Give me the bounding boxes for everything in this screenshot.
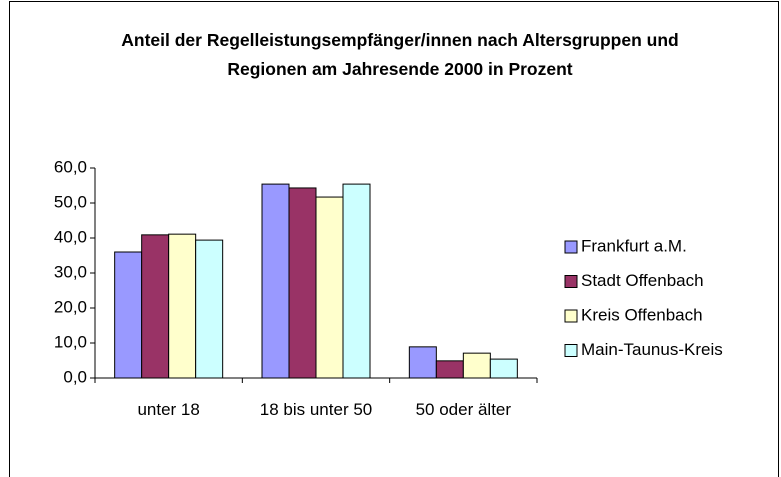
legend-swatch <box>564 240 578 254</box>
legend-label: Main-Taunus-Kreis <box>581 340 723 359</box>
y-tick-label: 10,0 <box>54 332 87 351</box>
bar <box>261 183 290 379</box>
y-tick-label: 20,0 <box>54 297 87 316</box>
chart-frame <box>9 1 779 477</box>
legend-swatch <box>564 275 578 288</box>
legend-swatch <box>564 344 578 357</box>
y-tick-label: 0,0 <box>63 367 87 386</box>
legend-label: Stadt Offenbach <box>581 271 704 290</box>
y-tick-label: 30,0 <box>54 262 87 281</box>
bar <box>195 239 224 379</box>
x-tick-label: unter 18 <box>137 400 200 419</box>
legend-swatch <box>564 309 578 323</box>
legend-label: Kreis Offenbach <box>581 305 703 324</box>
legend-label: Frankfurt a.M. <box>581 236 687 255</box>
bar <box>408 346 437 379</box>
bar <box>462 352 491 379</box>
y-tick-label: 40,0 <box>54 227 87 246</box>
bar <box>141 234 170 379</box>
bar <box>342 183 371 379</box>
bar <box>435 360 464 379</box>
y-tick-label: 50,0 <box>54 192 87 211</box>
chart-title: Anteil der Regelleistungsempfänger/innen… <box>121 30 679 79</box>
x-tick-label: 18 bis unter 50 <box>259 400 373 419</box>
bar <box>168 233 197 379</box>
x-tick-label: 50 oder älter <box>415 400 512 419</box>
bar <box>489 358 518 379</box>
bar <box>315 196 344 379</box>
bar <box>288 187 317 379</box>
y-tick-label: 60,0 <box>54 157 87 176</box>
bar <box>114 251 143 379</box>
